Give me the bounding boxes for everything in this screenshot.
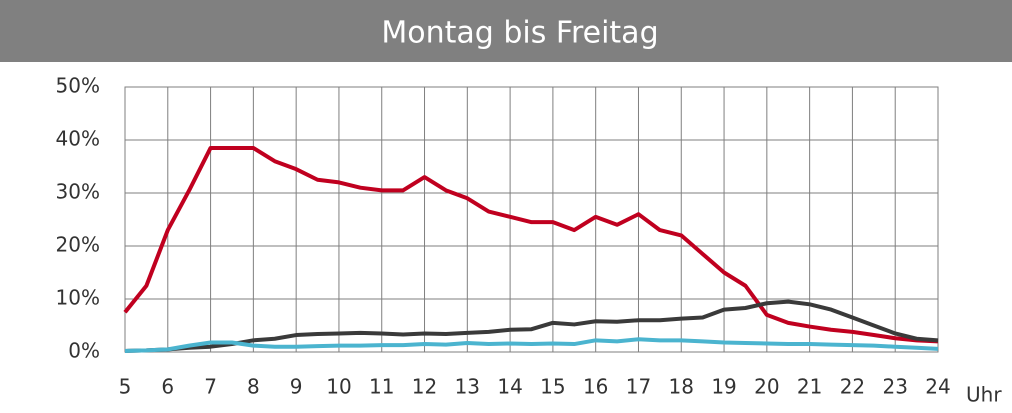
x-tick-label: 24 bbox=[925, 375, 950, 399]
x-tick-label: 19 bbox=[711, 375, 736, 399]
x-tick-label: 13 bbox=[455, 375, 480, 399]
data-line bbox=[123, 145, 939, 344]
x-tick-label: 17 bbox=[626, 375, 651, 399]
y-tick-label: 30% bbox=[56, 180, 100, 204]
data-line bbox=[124, 337, 939, 353]
y-tick-label: 10% bbox=[56, 286, 100, 310]
x-tick-label: 22 bbox=[840, 375, 865, 399]
x-tick-label: 23 bbox=[882, 375, 907, 399]
x-tick-label: 15 bbox=[540, 375, 565, 399]
x-tick-label: 21 bbox=[797, 375, 822, 399]
y-tick-label: 20% bbox=[56, 233, 100, 257]
chart-title: Montag bis Freitag bbox=[381, 16, 658, 51]
x-axis-label: Uhr bbox=[966, 383, 1002, 407]
y-tick-label: 50% bbox=[56, 74, 100, 98]
x-tick-label: 12 bbox=[412, 375, 437, 399]
x-tick-label: 10 bbox=[326, 375, 351, 399]
x-tick-label: 6 bbox=[161, 375, 174, 399]
x-tick-label: 14 bbox=[497, 375, 522, 399]
x-tick-label: 5 bbox=[119, 375, 132, 399]
x-tick-label: 8 bbox=[247, 375, 260, 399]
x-tick-label: 9 bbox=[290, 375, 303, 399]
data-line bbox=[124, 299, 939, 353]
plot-area bbox=[124, 86, 939, 353]
x-tick-label: 16 bbox=[583, 375, 608, 399]
title-banner bbox=[0, 0, 1012, 62]
x-tick-label: 7 bbox=[204, 375, 217, 399]
y-tick-label: 40% bbox=[56, 127, 100, 151]
x-tick-label: 20 bbox=[754, 375, 779, 399]
y-tick-label: 0% bbox=[68, 339, 100, 363]
x-tick-label: 18 bbox=[669, 375, 694, 399]
x-tick-label: 11 bbox=[369, 375, 394, 399]
